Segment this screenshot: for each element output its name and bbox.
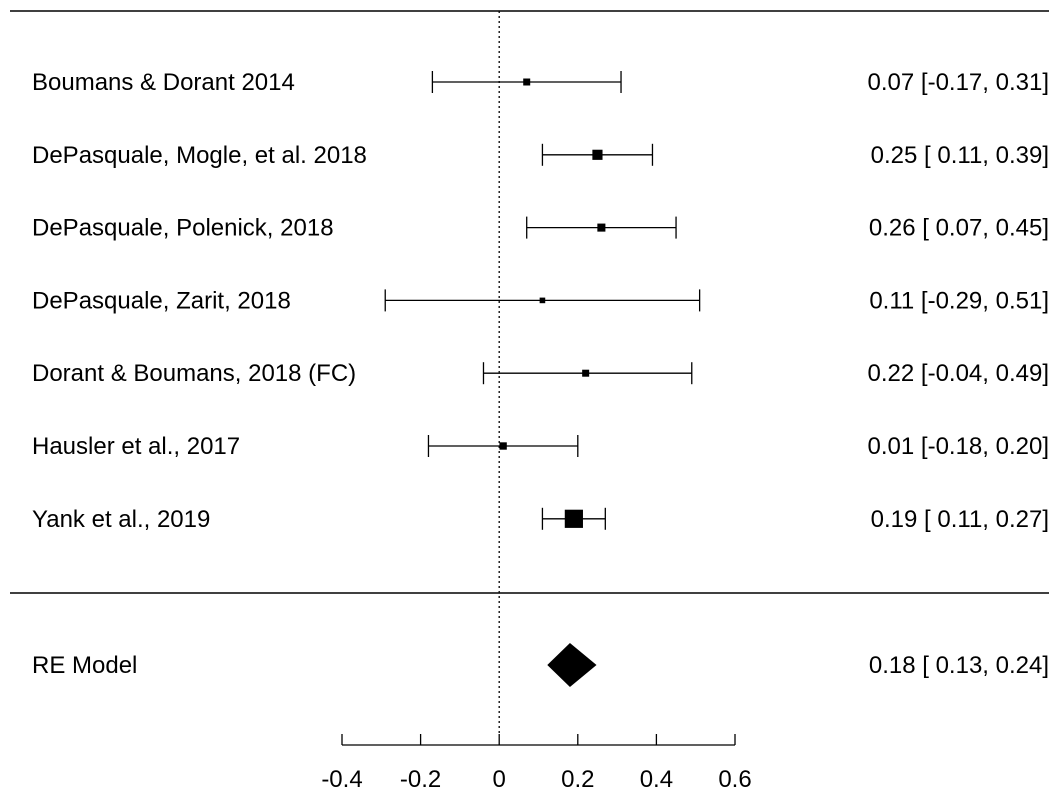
point-estimate-square (564, 509, 583, 528)
x-tick-label: 0.2 (561, 766, 594, 793)
point-estimate-square (523, 78, 531, 86)
effect-value-label: 0.25 [ 0.11, 0.39] (871, 142, 1049, 169)
point-estimate-square (592, 149, 603, 160)
study-rows: Boumans & Dorant 2014 0.07 [-0.17, 0.31] D… (32, 69, 1049, 533)
summary-value-label: 0.18 [ 0.13, 0.24] (869, 652, 1049, 679)
study-row: Dorant & Boumans, 2018 (FC) 0.22 [-0.04, … (32, 360, 1049, 387)
study-label: Hausler et al., 2017 (32, 433, 240, 460)
study-label: DePasquale, Zarit, 2018 (32, 287, 291, 314)
study-row: DePasquale, Polenick, 2018 0.26 [ 0.07, 0… (32, 215, 1049, 242)
summary-label: RE Model (32, 652, 137, 679)
point-estimate-square (539, 297, 546, 304)
summary-row: RE Model 0.18 [ 0.13, 0.24] (32, 643, 1049, 687)
study-row: DePasquale, Mogle, et al. 2018 0.25 [ 0.1… (32, 142, 1049, 169)
x-tick-label: 0.6 (718, 766, 751, 793)
study-label: Yank et al., 2019 (32, 506, 210, 533)
x-tick-label: -0.4 (321, 766, 362, 793)
point-estimate-square (597, 223, 606, 232)
x-tick-label: -0.2 (400, 766, 441, 793)
study-label: DePasquale, Mogle, et al. 2018 (32, 142, 367, 169)
effect-value-label: 0.11 [-0.29, 0.51] (869, 287, 1049, 314)
effect-value-label: 0.07 [-0.17, 0.31] (868, 69, 1049, 96)
effect-value-label: 0.26 [ 0.07, 0.45] (869, 215, 1049, 242)
study-label: DePasquale, Polenick, 2018 (32, 215, 334, 242)
study-label: Boumans & Dorant 2014 (32, 69, 295, 96)
study-row: DePasquale, Zarit, 2018 0.11 [-0.29, 0.51… (32, 287, 1049, 314)
study-row: Hausler et al., 2017 0.01 [-0.18, 0.20] (32, 433, 1049, 460)
point-estimate-square (499, 442, 507, 450)
summary-diamond (547, 643, 597, 687)
point-estimate-square (582, 369, 590, 377)
effect-value-label: 0.22 [-0.04, 0.49] (868, 360, 1049, 387)
x-tick-label: 0 (493, 766, 506, 793)
study-label: Dorant & Boumans, 2018 (FC) (32, 360, 356, 387)
effect-value-label: 0.19 [ 0.11, 0.27] (871, 506, 1049, 533)
x-axis: -0.4 -0.2 0 0.2 0.4 0.6 (321, 734, 752, 793)
effect-value-label: 0.01 [-0.18, 0.20] (868, 433, 1049, 460)
study-row: Boumans & Dorant 2014 0.07 [-0.17, 0.31] (32, 69, 1049, 96)
x-tick-label: 0.4 (640, 766, 673, 793)
study-row: Yank et al., 2019 0.19 [ 0.11, 0.27] (32, 506, 1049, 533)
